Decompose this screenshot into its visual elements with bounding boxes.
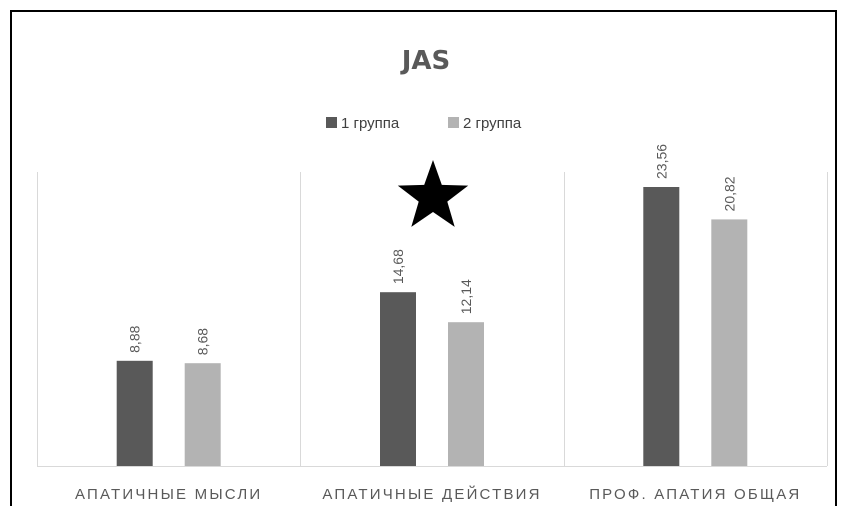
category-label-2: АПАТИЧНЫЕ ДЕЙСТВИЯ	[322, 485, 541, 503]
bar-series-1-cat-2	[380, 292, 416, 466]
legend-label-series-2: 2 группа	[463, 115, 522, 132]
bar-series-2-cat-2	[448, 322, 484, 466]
data-label-series-2-cat-2: 12,14	[458, 279, 474, 314]
category-labels: АПАТИЧНЫЕ МЫСЛИ АПАТИЧНЫЕ ДЕЙСТВИЯ ПРОФ. А…	[75, 485, 801, 503]
bar-series-1-cat-1	[116, 360, 153, 466]
value-labels: 8,88 8,68 14,68 12,14 23,56 20,82	[127, 144, 738, 355]
bar-series-2-cat-1	[184, 363, 221, 466]
data-label-series-1-cat-3: 23,56	[653, 144, 669, 179]
category-label-3: ПРОФ. АПАТИЯ ОБЩАЯ	[589, 486, 801, 503]
significance-star-icon	[397, 160, 469, 227]
legend-swatch-series-2	[448, 117, 459, 128]
data-label-series-2-cat-1: 8,68	[195, 328, 211, 355]
data-label-series-1-cat-1: 8,88	[127, 325, 143, 352]
legend-label-series-1: 1 группа	[341, 115, 400, 132]
data-label-series-1-cat-2: 14,68	[390, 249, 406, 284]
chart-title: JAS	[400, 46, 451, 76]
chart-frame	[10, 10, 837, 506]
grid	[37, 172, 828, 467]
bars	[116, 187, 748, 466]
legend-swatch-series-1	[326, 117, 337, 128]
category-label-1: АПАТИЧНЫЕ МЫСЛИ	[75, 486, 262, 503]
bar-series-2-cat-3	[711, 219, 748, 466]
legend: 1 группа 2 группа	[326, 115, 522, 132]
data-label-series-2-cat-3: 20,82	[721, 176, 737, 211]
bar-series-1-cat-3	[643, 187, 680, 466]
